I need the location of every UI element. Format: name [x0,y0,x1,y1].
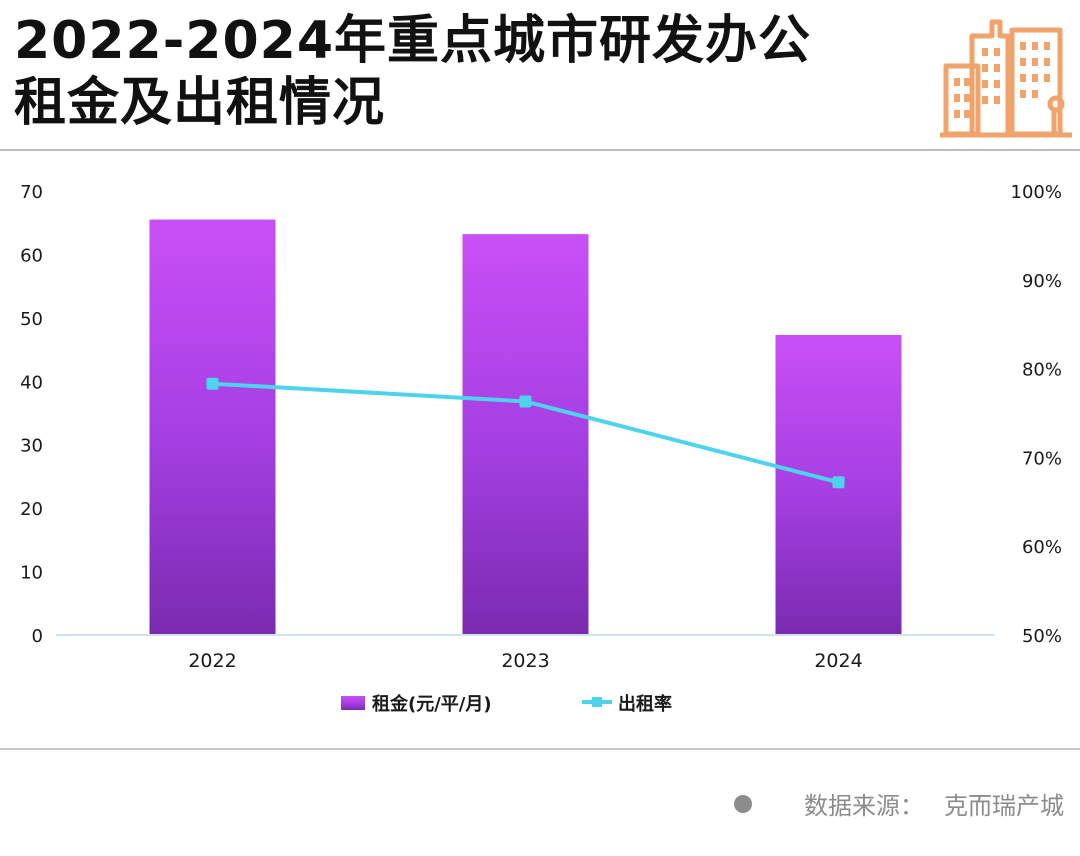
occupancy-point-2022 [206,377,219,390]
rent-occupancy-chart: 0 10 20 30 40 50 60 70 50% 60% 70% 80% 90% 100% 2022… [20,182,1062,715]
right-tick-label: 80% [1022,360,1062,381]
rent-bar-2023 [462,234,589,635]
data-source: 数据来源： 克而瑞产城 [734,786,1064,821]
occupancy-point-2024 [832,476,845,489]
legend: 租金(元/平/月) 出租率 [341,693,672,715]
occupancy-line [206,377,845,489]
legend-label-rent: 租金(元/平/月) [372,693,492,715]
left-tick-label: 50 [20,309,43,330]
right-tick-label: 100% [1011,182,1062,203]
left-axis-ticks: 0 10 20 30 40 50 60 70 [20,182,43,647]
x-tick-label: 2024 [814,650,862,672]
left-tick-label: 40 [20,372,43,393]
footer-divider [0,748,1080,750]
rent-bar-2022 [149,219,276,636]
left-tick-label: 0 [32,626,43,647]
right-tick-label: 70% [1022,448,1062,469]
header-divider [0,149,1080,151]
rent-bars [149,219,902,636]
left-tick-label: 60 [20,245,43,266]
right-axis-ticks: 50% 60% 70% 80% 90% 100% [1011,182,1062,647]
left-tick-label: 70 [20,182,43,203]
title-line-2: 租金及出租情况 [14,73,386,133]
legend-swatch-rent [341,696,365,710]
title-line-1: 2022-2024年重点城市研发办公 [14,11,812,71]
x-tick-label: 2022 [188,650,236,672]
source-value: 克而瑞产城 [944,792,1064,820]
right-tick-label: 50% [1022,626,1062,647]
city-buildings-icon [940,19,1072,138]
x-axis-ticks: 2022 2023 2024 [188,650,862,672]
legend-swatch-occupancy-marker [592,697,602,707]
occupancy-point-2023 [519,395,532,408]
left-tick-label: 10 [20,563,43,584]
source-label: 数据来源： [804,792,924,820]
right-tick-label: 90% [1022,271,1062,292]
left-tick-label: 30 [20,436,43,457]
bullet-dot-icon [734,794,752,813]
page-title: 2022-2024年重点城市研发办公 租金及出租情况 [14,10,914,134]
legend-label-occupancy: 出租率 [618,693,672,715]
left-tick-label: 20 [20,499,43,520]
x-tick-label: 2023 [501,650,549,672]
right-tick-label: 60% [1022,537,1062,558]
